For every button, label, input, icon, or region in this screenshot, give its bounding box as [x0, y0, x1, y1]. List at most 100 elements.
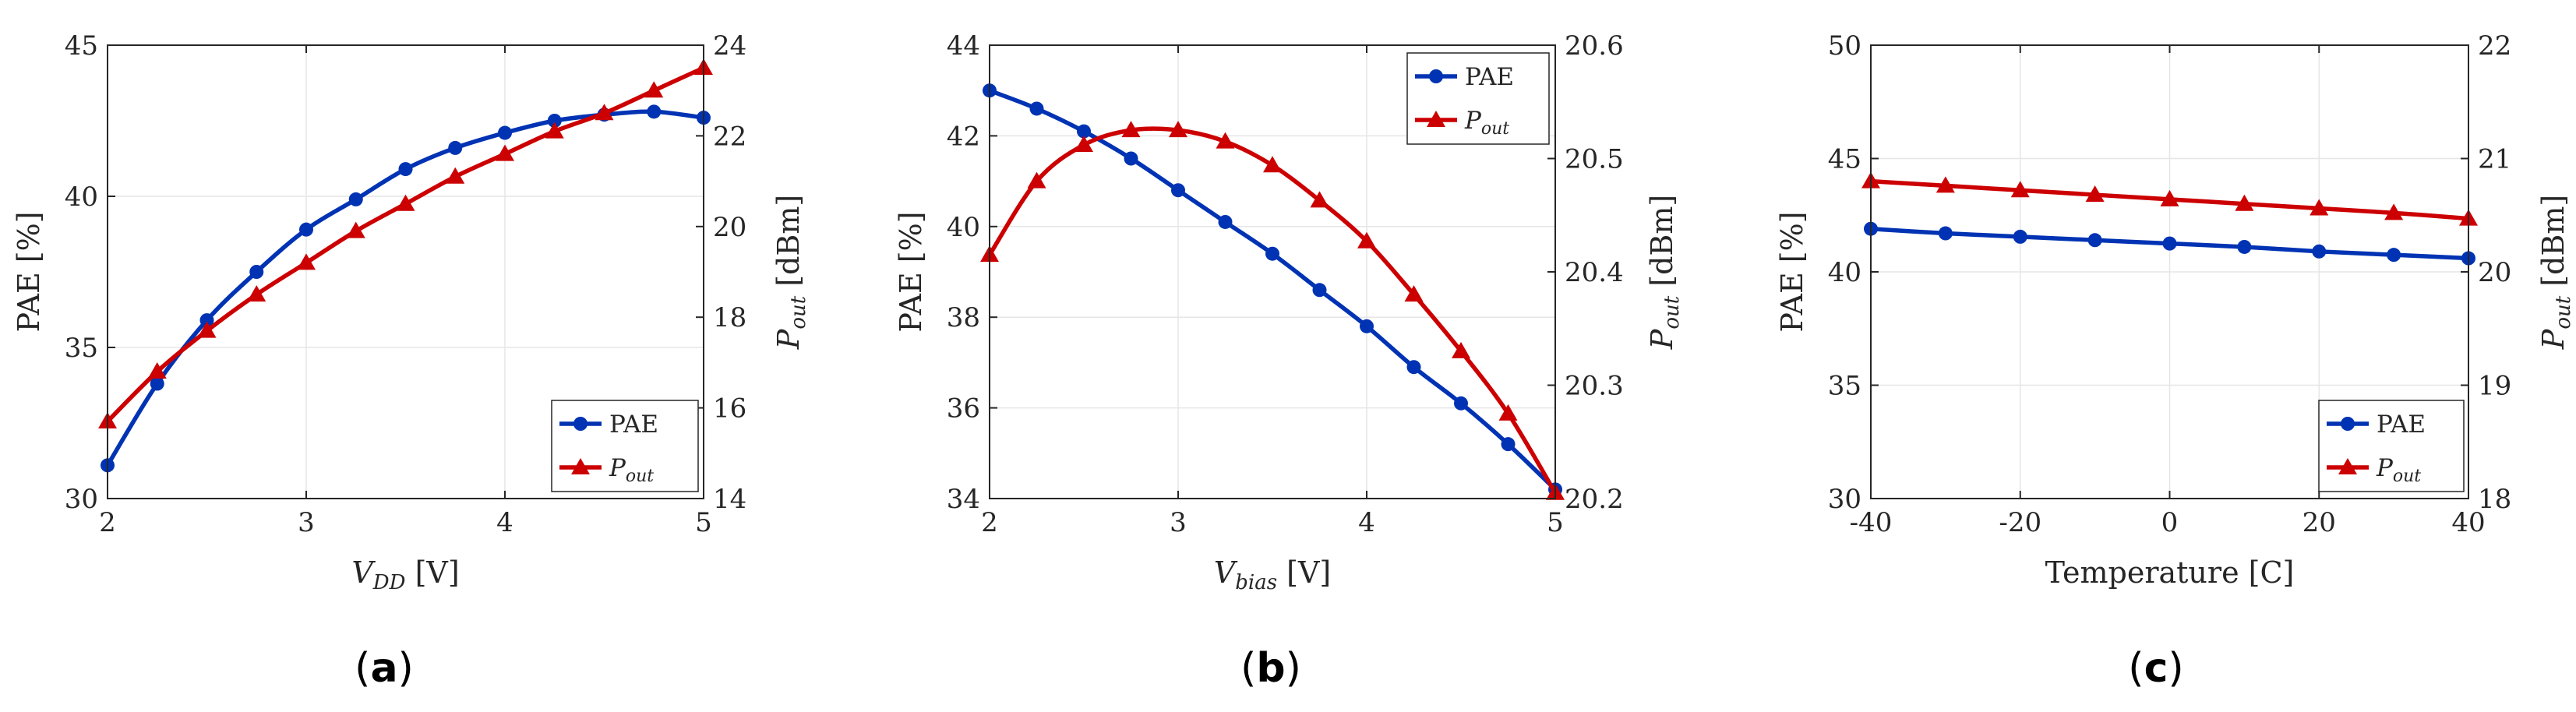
data-point	[2087, 233, 2102, 248]
y-left-tick-label: 44	[947, 30, 980, 62]
y-right-axis-label: Pout [dBm]	[2536, 195, 2575, 350]
data-point	[647, 104, 662, 119]
data-point	[1312, 283, 1327, 298]
data-point	[1501, 437, 1516, 452]
data-point	[1124, 151, 1138, 166]
data-point	[1454, 396, 1468, 411]
legend-item-pae: PAE	[559, 411, 658, 439]
legend-label-main: P	[2376, 454, 2394, 482]
x-tick-label: 5	[695, 507, 712, 538]
y-right-tick-label: 20	[713, 212, 746, 243]
chart-panel-c: -40 -20 0 20 40 30 35 40 45 50 18 19 20 21 22 Temperatu…	[1775, 30, 2575, 692]
data-point	[448, 140, 463, 155]
x-tick-label: 5	[1547, 507, 1564, 538]
panel-label-letter: a	[370, 645, 397, 692]
x-axis-label: VDD [V]	[351, 555, 459, 594]
y-left-tick-label: 36	[947, 393, 980, 425]
y-left-tick-label: 40	[1828, 257, 1861, 288]
legend-item-pout: Pout	[559, 454, 654, 486]
y-left-tick-label: 40	[947, 212, 980, 243]
data-point	[1216, 132, 1235, 149]
y-right-tick-label: 20.6	[1565, 30, 1624, 62]
data-point	[644, 81, 664, 98]
data-point	[595, 104, 614, 121]
x-tick-label: 3	[298, 507, 315, 538]
legend-label-main: P	[1464, 107, 1482, 135]
panel-label: (a)	[355, 645, 414, 692]
data-point	[545, 122, 564, 139]
legend-label: PAE	[2377, 411, 2426, 439]
y-right-tick-label: 20.2	[1565, 484, 1624, 515]
y-left-tick-label: 45	[65, 30, 98, 62]
data-point	[348, 192, 363, 206]
panel-label-open: (	[355, 645, 370, 692]
y-left-tick-label: 45	[1828, 144, 1861, 175]
y-right-tick-label: 22	[2478, 30, 2511, 62]
chart-panel-b: 2 3 4 534363840424420.220.320.420.520.6Vbia…	[894, 30, 1684, 692]
data-point	[1357, 231, 1376, 248]
data-point	[547, 114, 562, 128]
x-tick-label: 4	[1358, 507, 1375, 538]
y-left-tick-label: 30	[1828, 484, 1861, 515]
legend-marker	[2341, 417, 2355, 431]
data-point	[446, 167, 465, 184]
legend-marker	[2338, 458, 2357, 474]
legend: PAE Pout	[551, 400, 699, 492]
legend-label: PAE	[609, 411, 658, 439]
axes-frame	[107, 44, 704, 499]
y-right-tick-label: 21	[2478, 144, 2511, 175]
y-right-tick-label: 24	[713, 30, 746, 62]
y-right-tick-label: 18	[2478, 484, 2511, 515]
y-right-axis-label-unit: [dBm]	[1645, 195, 1679, 296]
panel-label-close: )	[1286, 645, 1301, 692]
data-point	[2013, 229, 2027, 244]
y-right-axis-label: Pout [dBm]	[771, 195, 810, 350]
y-right-axis-label-main: P	[2536, 328, 2571, 350]
x-tick-label: -40	[1850, 507, 1893, 538]
data-point	[199, 313, 214, 328]
legend-label: Pout	[1464, 107, 1509, 139]
x-axis-label-sub: bias	[1235, 571, 1277, 594]
legend-marker	[571, 458, 590, 474]
data-point	[1075, 136, 1093, 153]
legend-item-pae: PAE	[1415, 63, 1514, 91]
y-right-tick-label: 19	[2478, 371, 2511, 402]
data-point	[498, 125, 512, 140]
data-point	[297, 253, 316, 270]
data-point	[1077, 124, 1091, 139]
data-point	[1936, 176, 1955, 193]
legend-label: Pout	[609, 454, 654, 486]
data-point	[1169, 121, 1187, 138]
data-point	[1171, 183, 1185, 198]
legend-label-sub: out	[1481, 119, 1509, 139]
legend-item-pout: Pout	[2327, 454, 2421, 486]
panel-label-open: (	[1240, 645, 1256, 692]
data-point	[247, 285, 266, 302]
data-point	[1027, 171, 1046, 189]
data-point	[1498, 404, 1518, 421]
data-point	[197, 321, 217, 338]
data-point	[249, 265, 264, 279]
x-axis-label-sub: DD	[372, 571, 406, 594]
x-axis-label-unit: [V]	[1277, 555, 1331, 590]
legend-label: PAE	[1465, 63, 1514, 91]
panel-label-close: )	[398, 645, 414, 692]
x-axis-label-main: V	[351, 555, 376, 590]
data-point	[396, 194, 415, 211]
y-left-tick-label: 50	[1828, 30, 1861, 62]
data-point	[2162, 236, 2177, 251]
x-tick-label: 2	[99, 507, 116, 538]
x-tick-label: 3	[1170, 507, 1187, 538]
panel-label-close: )	[2168, 645, 2183, 692]
y-right-tick-label: 22	[713, 121, 746, 152]
data-point	[2384, 203, 2404, 220]
data-point	[1265, 246, 1279, 261]
data-point	[346, 221, 365, 238]
y-left-tick-label: 34	[947, 484, 980, 515]
legend-label-sub: out	[2393, 467, 2421, 486]
legend-marker	[573, 417, 588, 431]
data-point	[398, 162, 413, 177]
panel-label-open: (	[2128, 645, 2144, 692]
